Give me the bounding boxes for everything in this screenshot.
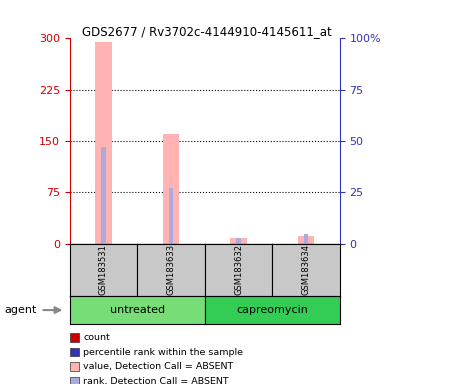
Text: agent: agent <box>4 305 37 315</box>
Text: rank, Detection Call = ABSENT: rank, Detection Call = ABSENT <box>83 377 229 384</box>
Bar <box>70 362 79 371</box>
Bar <box>70 377 79 384</box>
Text: value, Detection Call = ABSENT: value, Detection Call = ABSENT <box>83 362 234 371</box>
Text: GSM183633: GSM183633 <box>166 244 176 295</box>
Text: capreomycin: capreomycin <box>236 305 308 315</box>
Bar <box>95 42 112 244</box>
Text: count: count <box>83 333 110 342</box>
Text: GSM183632: GSM183632 <box>234 244 243 295</box>
Bar <box>70 333 79 342</box>
Bar <box>297 236 315 244</box>
Bar <box>101 147 106 244</box>
Bar <box>162 134 180 244</box>
Text: GSM183531: GSM183531 <box>99 244 108 295</box>
Text: untreated: untreated <box>110 305 165 315</box>
Text: GSM183634: GSM183634 <box>302 244 310 295</box>
Bar <box>169 189 173 244</box>
Text: GDS2677 / Rv3702c-4144910-4145611_at: GDS2677 / Rv3702c-4144910-4145611_at <box>82 25 332 38</box>
Bar <box>70 348 79 356</box>
Bar <box>236 238 241 244</box>
Bar <box>230 238 247 244</box>
Bar <box>304 233 308 244</box>
Text: percentile rank within the sample: percentile rank within the sample <box>83 348 243 357</box>
